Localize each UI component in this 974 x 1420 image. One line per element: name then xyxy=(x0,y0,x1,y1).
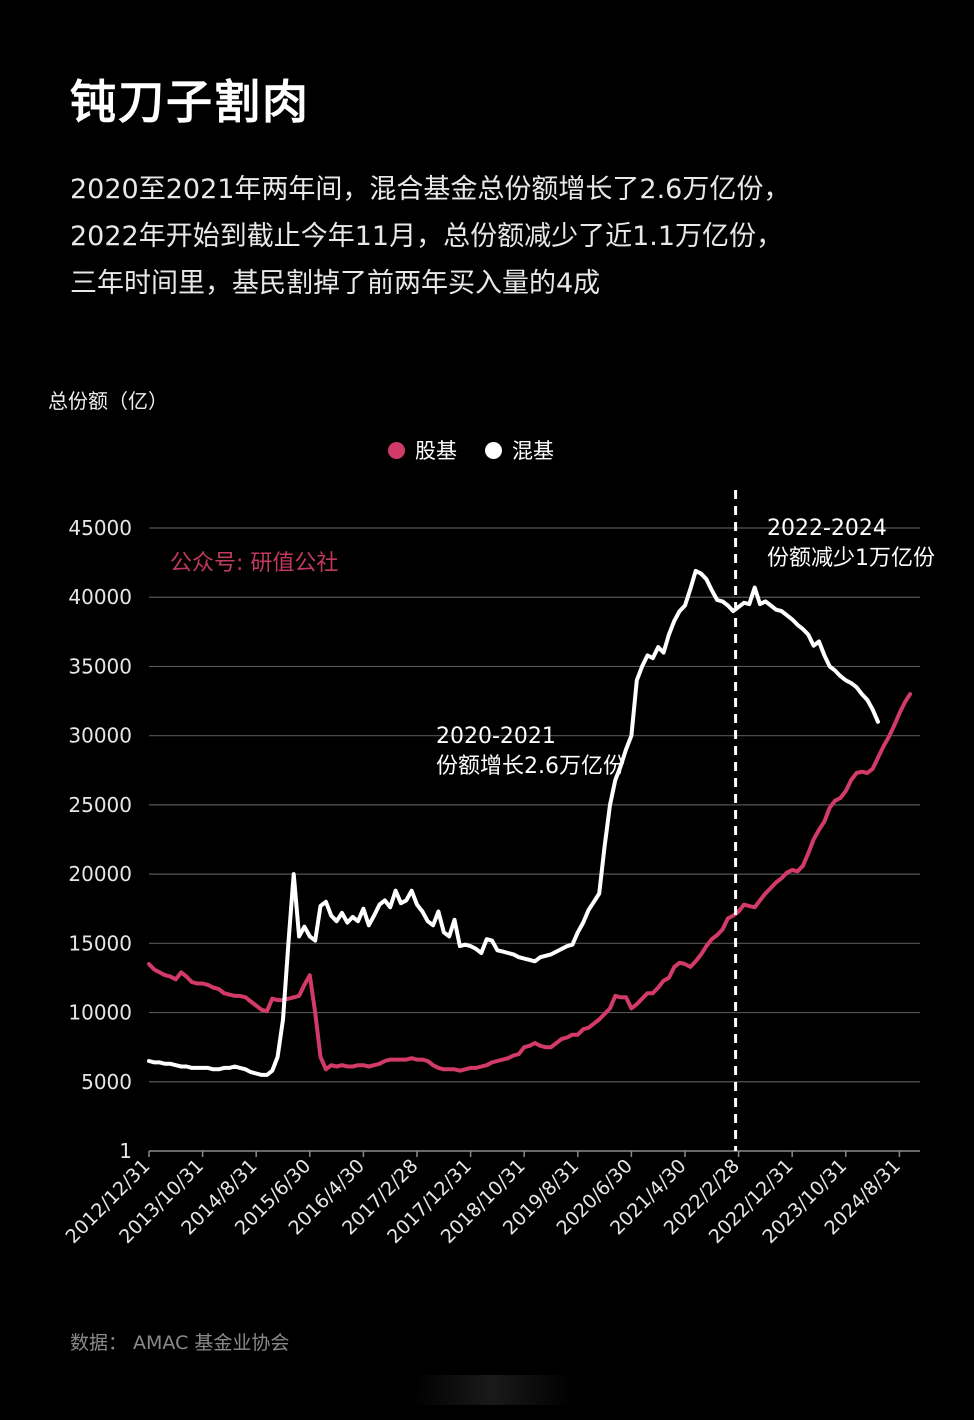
annotation-line: 份额增长2.6万亿份 xyxy=(436,754,625,779)
y-tick-label: 1 xyxy=(119,1139,132,1163)
annotation-line: 2020-2021 xyxy=(436,724,556,749)
y-tick-label: 25000 xyxy=(68,793,132,817)
annotation-2020-2021: 2020-2021 份额增长2.6万亿份 xyxy=(436,722,625,782)
y-tick-label: 15000 xyxy=(68,931,132,955)
legend-item-stock-fund: 股基 xyxy=(388,435,457,465)
annotation-line: 2022-2024 xyxy=(767,516,887,541)
page-title: 钝刀子割肉 xyxy=(70,75,310,129)
y-tick-label: 45000 xyxy=(68,516,132,540)
data-source: 数据： AMAC 基金业协会 xyxy=(70,1332,290,1354)
subtitle-line-2: 2022年开始到截止今年11月，总份额减少了近1.1万亿份， xyxy=(70,221,784,252)
legend-dot-icon xyxy=(485,441,502,459)
legend-label: 股基 xyxy=(415,439,457,463)
line-chart: 1500010000150002000025000300003500040000… xyxy=(62,490,920,1248)
subtitle-line-1: 2020至2021年两年间，混合基金总份额增长了2.6万亿份， xyxy=(70,174,791,205)
y-tick-label: 5000 xyxy=(81,1070,132,1094)
chart-legend: 股基 混基 xyxy=(388,435,582,465)
series-line-mixed-fund xyxy=(147,568,880,1077)
watermark: 公众号: 研值公社 xyxy=(170,551,339,576)
legend-dot-icon xyxy=(388,441,405,459)
legend-label: 混基 xyxy=(512,439,554,463)
subtitle: 2020至2021年两年间，混合基金总份额增长了2.6万亿份， 2022年开始到… xyxy=(70,166,790,307)
y-tick-label: 30000 xyxy=(68,724,132,748)
legend-item-mixed-fund: 混基 xyxy=(485,435,554,465)
image-watermark-smudge xyxy=(412,1375,572,1405)
annotation-line: 份额减少1万亿份 xyxy=(767,546,935,571)
series-line-stock-fund xyxy=(147,692,913,1073)
subtitle-line-3: 三年时间里，基民割掉了前两年买入量的4成 xyxy=(70,268,601,299)
y-tick-label: 35000 xyxy=(68,654,132,678)
y-tick-label: 20000 xyxy=(68,862,132,886)
annotation-2022-2024: 2022-2024 份额减少1万亿份 xyxy=(767,514,935,574)
y-tick-label: 40000 xyxy=(68,585,132,609)
y-tick-label: 10000 xyxy=(68,1001,132,1025)
y-axis-label: 总份额（亿） xyxy=(48,389,168,413)
